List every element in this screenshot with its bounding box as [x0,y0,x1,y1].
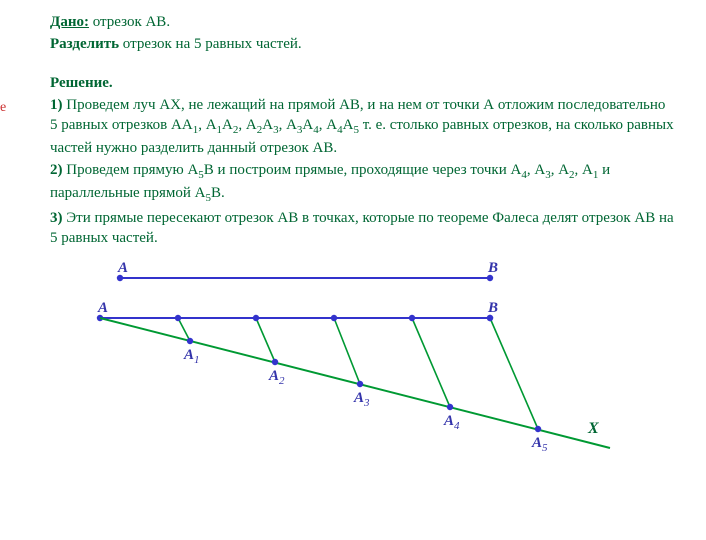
svg-text:A: A [183,347,194,363]
svg-text:A: A [117,260,128,276]
svg-text:A: A [443,413,454,429]
svg-text:B: B [487,300,498,316]
svg-text:3: 3 [363,397,370,409]
svg-text:A: A [97,300,108,316]
svg-text:A: A [268,368,279,384]
solution-label: Решение. [50,73,676,93]
svg-text:2: 2 [279,375,285,387]
task-label: Разделить [50,36,119,52]
diagram-svg: ABABXA1A2A3A4A5 [50,258,670,468]
side-tab: е [0,100,6,116]
svg-text:A: A [531,435,542,451]
given-line: Дано: отрезок АВ. [50,12,676,32]
task-line: Разделить отрезок на 5 равных частей. [50,34,676,54]
given-text: отрезок АВ. [89,14,170,30]
step-2: 2) Проведем прямую А5В и построим прямые… [50,160,676,206]
step-1: 1) Проведем луч АХ, не лежащий на прямой… [50,95,676,158]
document-content: Дано: отрезок АВ. Разделить отрезок на 5… [50,12,676,475]
task-text: отрезок на 5 равных частей. [119,36,302,52]
svg-text:1: 1 [194,354,200,366]
svg-text:X: X [587,420,599,437]
svg-text:5: 5 [542,442,548,454]
svg-text:A: A [353,390,364,406]
step-3: 3) Эти прямые пересекают отрезок АВ в то… [50,208,676,249]
svg-text:4: 4 [454,420,460,432]
svg-text:B: B [487,260,498,276]
geometry-diagram: ABABXA1A2A3A4A5 [50,258,676,474]
given-label: Дано: [50,14,89,30]
